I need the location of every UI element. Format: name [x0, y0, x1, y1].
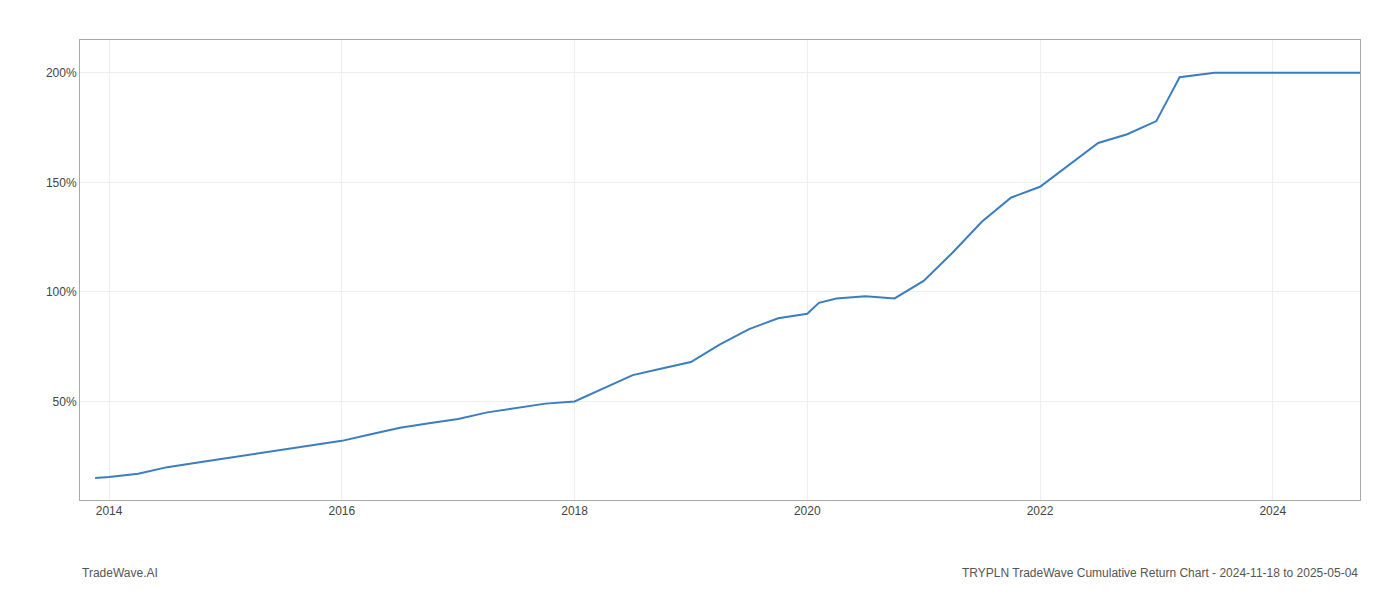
svg-text:2022: 2022: [1027, 504, 1054, 518]
svg-text:TRYPLN TradeWave Cumulative Re: TRYPLN TradeWave Cumulative Return Chart…: [962, 566, 1358, 580]
svg-text:2014: 2014: [96, 504, 123, 518]
svg-text:100%: 100%: [46, 285, 77, 299]
svg-text:2018: 2018: [561, 504, 588, 518]
svg-text:200%: 200%: [46, 66, 77, 80]
svg-text:2016: 2016: [328, 504, 355, 518]
svg-text:2024: 2024: [1259, 504, 1286, 518]
svg-text:50%: 50%: [53, 395, 77, 409]
svg-text:2020: 2020: [794, 504, 821, 518]
svg-text:150%: 150%: [46, 176, 77, 190]
svg-text:TradeWave.AI: TradeWave.AI: [82, 566, 158, 580]
